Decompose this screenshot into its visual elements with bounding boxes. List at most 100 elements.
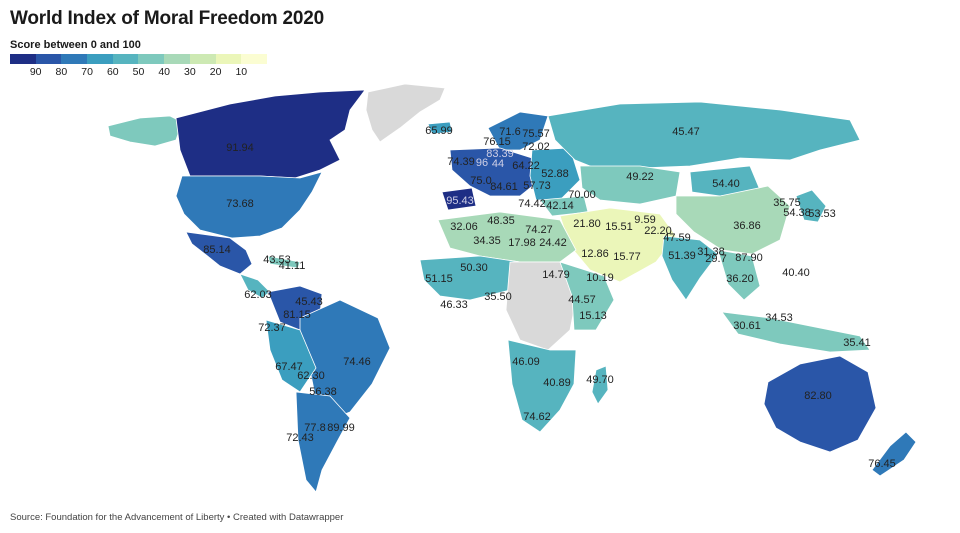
country-score-label: 57.73 — [523, 180, 551, 192]
country-score-label: 65.99 — [425, 125, 453, 137]
legend-tick-label: 80 — [55, 66, 68, 78]
region-new-zealand — [871, 431, 917, 477]
legend-tick-label: 70 — [81, 66, 93, 78]
legend-swatch — [35, 54, 62, 64]
country-score-label: 21.80 — [573, 218, 601, 230]
legend-swatches — [10, 54, 270, 64]
region-southern-cone — [295, 391, 351, 493]
region-central-america — [239, 273, 271, 299]
legend-swatch — [10, 54, 36, 64]
country-score-label: 44 — [491, 158, 505, 170]
country-score-label: 48.35 — [487, 215, 515, 227]
country-score-label: 44.57 — [568, 294, 596, 306]
color-legend: 90 80 70 60 50 40 30 20 10 — [10, 54, 270, 78]
country-score-label: 83.39 — [486, 148, 514, 160]
legend-tick-label: 10 — [235, 66, 248, 78]
region-middle-east — [559, 207, 677, 283]
country-score-label: 67.47 — [275, 361, 303, 373]
region-iberia — [441, 187, 477, 211]
legend-tick-label: 60 — [106, 66, 119, 78]
country-score-label: 73.68 — [226, 198, 254, 210]
legend-swatch — [112, 54, 139, 64]
region-peru-bolivia — [265, 319, 317, 393]
country-score-label: 96 — [475, 157, 489, 169]
legend-tick-label: 50 — [132, 66, 145, 78]
country-score-label: 35.75 — [773, 197, 801, 209]
country-score-label: 34.53 — [765, 312, 793, 324]
country-score-label: 35.50 — [484, 291, 512, 303]
country-score-label: 36.86 — [733, 220, 761, 232]
country-score-label: 53.53 — [808, 208, 836, 220]
country-score-label: 49.70 — [586, 374, 614, 386]
legend-tick-label: 30 — [184, 66, 196, 78]
legend-labels: 90 80 70 60 50 40 30 20 10 — [10, 64, 270, 78]
country-score-label: 77.8 — [304, 422, 326, 434]
country-score-label: 10.19 — [586, 272, 614, 284]
country-score-label: 17.98 — [508, 237, 536, 249]
region-iceland — [427, 121, 453, 135]
region-greenland — [365, 83, 446, 143]
country-score-label: 56.38 — [309, 386, 337, 398]
legend-swatch — [138, 54, 165, 64]
legend-swatch — [164, 54, 190, 64]
country-score-label: 29.7 — [705, 253, 727, 265]
country-score-label: 51.15 — [425, 273, 453, 285]
region-canada — [175, 89, 366, 179]
country-score-label: 72.37 — [258, 322, 286, 334]
country-score-label: 71.6 — [499, 126, 521, 138]
country-score-label: 15.13 — [579, 310, 607, 322]
legend-swatch — [87, 54, 113, 64]
country-score-label: 22.20 — [644, 225, 672, 237]
country-score-label: 76.45 — [868, 458, 896, 470]
country-score-label: 15.51 — [605, 221, 633, 233]
region-central-asia — [579, 165, 681, 205]
country-score-label: 87.90 — [735, 252, 763, 264]
region-korea-japan — [795, 189, 827, 223]
country-score-label: 52.88 — [541, 168, 569, 180]
country-score-label: 43.53 — [263, 254, 291, 266]
country-score-label: 34.35 — [473, 235, 501, 247]
region-indonesia — [721, 311, 871, 353]
country-score-label: 30.61 — [733, 320, 761, 332]
region-india — [661, 235, 719, 301]
country-score-label: 12.86 — [581, 248, 609, 260]
page-title: World Index of Moral Freedom 2020 — [10, 8, 325, 29]
country-score-label: 24.42 — [539, 237, 567, 249]
legend-swatch — [241, 54, 267, 64]
country-score-label: 51.39 — [668, 250, 696, 262]
region-russia — [547, 101, 861, 171]
country-score-label: 50.30 — [460, 262, 488, 274]
country-score-label: 40.89 — [543, 377, 571, 389]
country-score-label: 54.38 — [783, 207, 811, 219]
country-score-label: 32.06 — [450, 221, 478, 233]
legend-swatch — [215, 54, 242, 64]
country-score-label: 72.43 — [286, 432, 314, 444]
country-score-label: 91.94 — [226, 142, 254, 154]
legend-tick-label: 20 — [209, 66, 222, 78]
region-western-europe — [449, 147, 541, 197]
country-score-label: 15.77 — [613, 251, 641, 263]
country-score-label: 41.11 — [278, 260, 306, 272]
region-usa — [175, 171, 323, 239]
legend-tick-label: 90 — [29, 66, 42, 78]
country-score-label: 74.27 — [525, 224, 553, 236]
country-score-label: 46.09 — [512, 356, 540, 368]
country-score-label: 75.0 — [470, 175, 492, 187]
country-score-label: 75.57 — [522, 128, 550, 140]
legend-swatch — [61, 54, 88, 64]
region-southern-africa — [507, 339, 577, 433]
region-southeast-asia — [717, 249, 761, 301]
country-score-label: 47.59 — [663, 232, 691, 244]
country-score-label: 62.03 — [244, 289, 272, 301]
country-score-label: 72.02 — [522, 141, 550, 153]
region-east-africa — [559, 261, 615, 331]
country-score-label: 40.40 — [782, 267, 810, 279]
country-score-label: 76.15 — [483, 136, 511, 148]
country-score-label: 36.20 — [726, 273, 754, 285]
world-map — [107, 83, 917, 493]
legend-tick-label: 40 — [158, 66, 171, 78]
region-madagascar — [591, 365, 609, 405]
legend-subtitle: Score between 0 and 100 — [10, 39, 141, 51]
country-score-label: 81.15 — [283, 309, 311, 321]
country-score-label: 74.42 — [518, 198, 546, 210]
